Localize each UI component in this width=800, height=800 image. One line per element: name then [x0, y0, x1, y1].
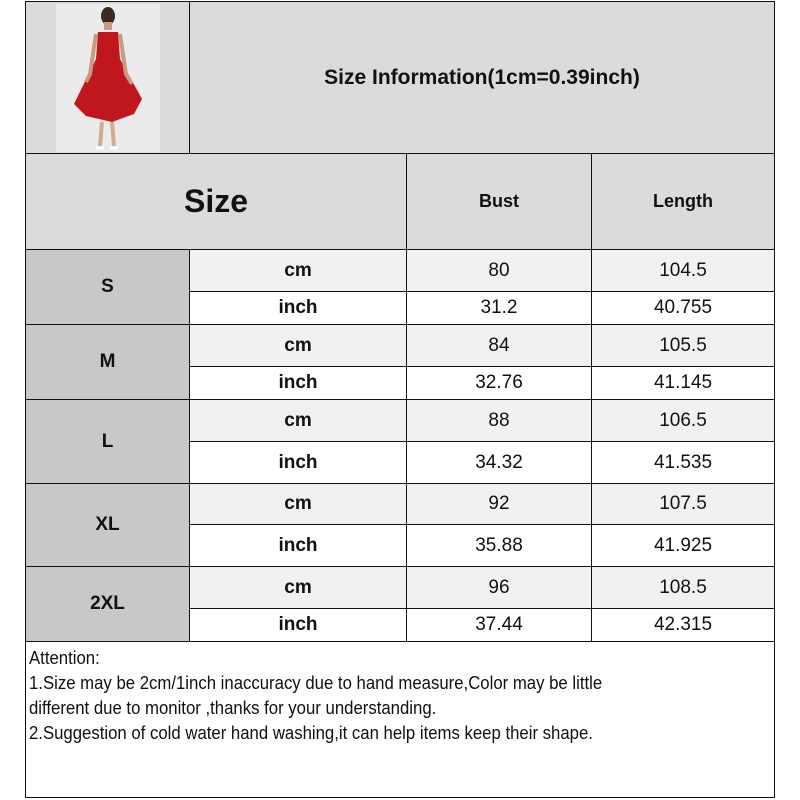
length-inch-value: 40.755	[591, 291, 775, 325]
size-label: L	[25, 399, 190, 484]
product-photo-cell	[25, 1, 190, 154]
bust-inch-value: 31.2	[406, 291, 592, 325]
size-label: XL	[25, 483, 190, 567]
length-cm-value: 107.5	[591, 483, 775, 525]
unit-label-inch: inch	[189, 291, 407, 325]
attention-line: 1.Size may be 2cm/1inch inaccuracy due t…	[29, 673, 603, 693]
bust-inch-value: 35.88	[406, 524, 592, 567]
unit-label-inch: inch	[189, 366, 407, 400]
unit-label-inch: inch	[189, 608, 407, 642]
bust-inch-value: 32.76	[406, 366, 592, 400]
bust-cm-value: 92	[406, 483, 592, 525]
attention-line: 2.Suggestion of cold water hand washing,…	[29, 723, 593, 743]
page-title: Size Information(1cm=0.39inch)	[189, 1, 775, 154]
size-label: 2XL	[25, 566, 190, 642]
unit-label-cm: cm	[189, 324, 407, 367]
product-photo	[55, 3, 160, 152]
column-header-length: Length	[591, 153, 775, 250]
size-header: Size	[25, 153, 407, 250]
unit-label-cm: cm	[189, 249, 407, 292]
attention-note: Attention: 1.Size may be 2cm/1inch inacc…	[25, 641, 775, 798]
bust-cm-value: 84	[406, 324, 592, 367]
bust-cm-value: 80	[406, 249, 592, 292]
length-inch-value: 42.315	[591, 608, 775, 642]
size-label: M	[25, 324, 190, 400]
column-header-bust: Bust	[406, 153, 592, 250]
attention-heading: Attention:	[29, 648, 100, 668]
length-inch-value: 41.145	[591, 366, 775, 400]
bust-inch-value: 34.32	[406, 441, 592, 484]
length-inch-value: 41.535	[591, 441, 775, 484]
unit-label-cm: cm	[189, 399, 407, 442]
bust-cm-value: 88	[406, 399, 592, 442]
unit-label-inch: inch	[189, 441, 407, 484]
unit-label-cm: cm	[189, 566, 407, 609]
unit-label-cm: cm	[189, 483, 407, 525]
bust-cm-value: 96	[406, 566, 592, 609]
bust-inch-value: 37.44	[406, 608, 592, 642]
unit-label-inch: inch	[189, 524, 407, 567]
length-cm-value: 104.5	[591, 249, 775, 292]
length-inch-value: 41.925	[591, 524, 775, 567]
length-cm-value: 105.5	[591, 324, 775, 367]
size-label: S	[25, 249, 190, 325]
length-cm-value: 108.5	[591, 566, 775, 609]
length-cm-value: 106.5	[591, 399, 775, 442]
attention-line: different due to monitor ,thanks for you…	[29, 698, 437, 718]
